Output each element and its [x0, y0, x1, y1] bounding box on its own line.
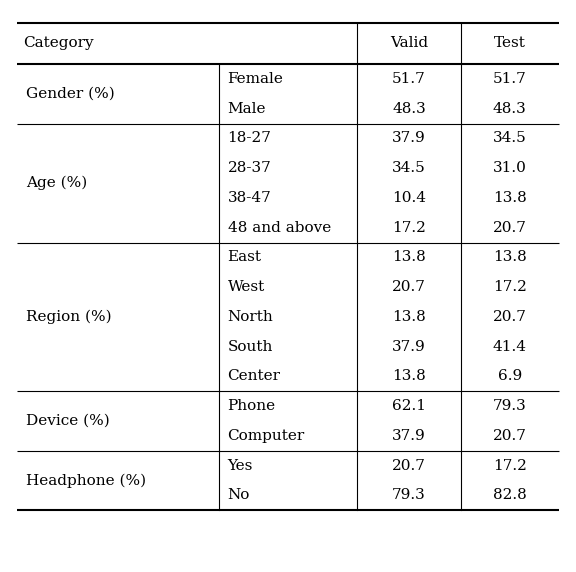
Text: 41.4: 41.4: [492, 340, 527, 353]
Text: 31.0: 31.0: [493, 161, 526, 175]
Text: 20.7: 20.7: [392, 280, 426, 294]
Text: Category: Category: [23, 37, 94, 50]
Text: Valid: Valid: [390, 37, 428, 50]
Text: Male: Male: [228, 102, 266, 116]
Text: Device (%): Device (%): [26, 414, 109, 428]
Text: 82.8: 82.8: [493, 488, 526, 502]
Text: Region (%): Region (%): [26, 309, 112, 324]
Text: Phone: Phone: [228, 399, 276, 413]
Text: South: South: [228, 340, 273, 353]
Text: 18-27: 18-27: [228, 132, 271, 145]
Text: 37.9: 37.9: [392, 340, 426, 353]
Text: 34.5: 34.5: [493, 132, 526, 145]
Text: East: East: [228, 251, 262, 264]
Text: 13.8: 13.8: [392, 251, 426, 264]
Text: 17.2: 17.2: [493, 280, 526, 294]
Text: 20.7: 20.7: [493, 221, 526, 235]
Text: 62.1: 62.1: [392, 399, 426, 413]
Text: No: No: [228, 488, 250, 502]
Text: North: North: [228, 310, 273, 324]
Text: 79.3: 79.3: [392, 488, 426, 502]
Text: 34.5: 34.5: [392, 161, 426, 175]
Text: 20.7: 20.7: [493, 310, 526, 324]
Text: Yes: Yes: [228, 459, 253, 472]
Text: 13.8: 13.8: [392, 310, 426, 324]
Text: 51.7: 51.7: [392, 72, 426, 86]
Text: 37.9: 37.9: [392, 132, 426, 145]
Text: 79.3: 79.3: [493, 399, 526, 413]
Text: Computer: Computer: [228, 429, 305, 443]
Text: Center: Center: [228, 370, 281, 383]
Text: 20.7: 20.7: [493, 429, 526, 443]
Text: 13.8: 13.8: [392, 370, 426, 383]
Text: 6.9: 6.9: [498, 370, 522, 383]
Text: 51.7: 51.7: [493, 72, 526, 86]
Text: 17.2: 17.2: [493, 459, 526, 472]
Text: 37.9: 37.9: [392, 429, 426, 443]
Text: Age (%): Age (%): [26, 176, 87, 190]
Text: 48.3: 48.3: [392, 102, 426, 116]
Text: West: West: [228, 280, 265, 294]
Text: Female: Female: [228, 72, 283, 86]
Text: 20.7: 20.7: [392, 459, 426, 472]
Text: 48.3: 48.3: [493, 102, 526, 116]
Text: 13.8: 13.8: [493, 251, 526, 264]
Text: Test: Test: [494, 37, 526, 50]
Text: 38-47: 38-47: [228, 191, 271, 205]
Text: 17.2: 17.2: [392, 221, 426, 235]
Text: 13.8: 13.8: [493, 191, 526, 205]
Text: 48 and above: 48 and above: [228, 221, 331, 235]
Text: Headphone (%): Headphone (%): [26, 473, 146, 488]
Text: Gender (%): Gender (%): [26, 87, 115, 101]
Text: 28-37: 28-37: [228, 161, 271, 175]
Text: 10.4: 10.4: [392, 191, 426, 205]
